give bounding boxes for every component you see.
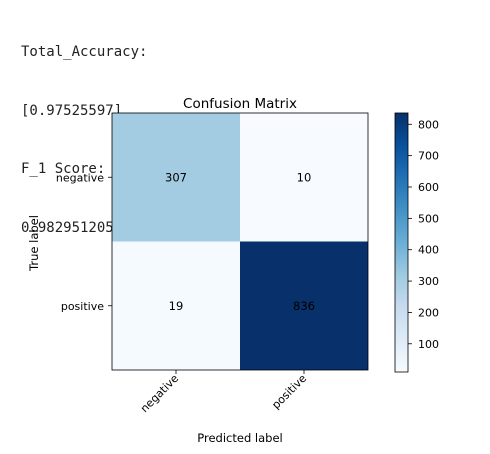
accuracy-label: Total_Accuracy: — [21, 44, 148, 60]
heatmap-cell — [240, 241, 368, 370]
chart-title: Confusion Matrix — [183, 96, 297, 112]
colorbar-tick-label: 600 — [418, 181, 439, 194]
y-tick-label: negative — [56, 171, 104, 184]
colorbar — [394, 112, 409, 373]
colorbar-tick-label: 400 — [418, 244, 439, 257]
colorbar-tick-label: 200 — [418, 306, 439, 319]
cell-value-label: 307 — [165, 170, 187, 184]
cell-value-label: 19 — [169, 299, 184, 313]
y-tick-label: positive — [61, 300, 104, 313]
heatmap-cell — [112, 241, 240, 370]
x-tick-label: positive — [269, 372, 309, 412]
accuracy-value: [0.97525597] — [21, 102, 123, 119]
heatmap-cell — [240, 113, 368, 242]
f1-score-label: F_1 Score: — [21, 161, 106, 177]
heatmap-cell — [112, 113, 240, 242]
confusion-matrix-chart: Confusion Matrix 307 10 19 836 negative posi… — [27, 96, 439, 445]
colorbar-tick-label: 500 — [418, 212, 439, 225]
heatmap-cell-labels: 307 10 19 836 — [165, 170, 315, 313]
x-axis: negative positive — [138, 370, 309, 415]
y-axis: negative positive — [56, 171, 112, 313]
cell-value-label: 836 — [293, 299, 315, 313]
colorbar-tick-label: 700 — [418, 150, 439, 163]
x-axis-label: Predicted label — [197, 431, 282, 445]
colorbar-tick-label: 100 — [418, 338, 439, 351]
heatmap-cells — [111, 112, 369, 371]
y-axis-label: True label — [27, 215, 41, 272]
colorbar-tick-label: 300 — [418, 275, 439, 288]
colorbar-tick-label: 800 — [418, 118, 439, 131]
plot-frame — [111, 112, 369, 371]
cell-value-label: 10 — [297, 170, 312, 184]
colorbar-axis: 100 200 300 400 500 600 700 800 — [408, 118, 439, 351]
console-output: Total_Accuracy: [0.97525597] F_1 Score: … — [21, 4, 173, 258]
x-tick-label: negative — [138, 372, 181, 415]
